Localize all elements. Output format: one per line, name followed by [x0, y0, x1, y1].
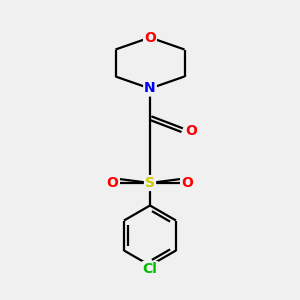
Text: N: N [144, 82, 156, 95]
Text: O: O [144, 31, 156, 44]
Text: Cl: Cl [142, 262, 158, 276]
Text: S: S [145, 176, 155, 190]
Text: O: O [106, 176, 119, 190]
Text: O: O [185, 124, 197, 137]
Text: O: O [182, 176, 194, 190]
